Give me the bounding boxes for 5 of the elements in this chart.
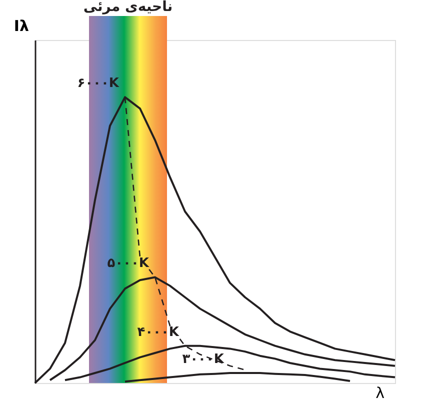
text: ناحیه‌ی مرئی: [83, 0, 173, 15]
y-axis-title: Iλ: [14, 17, 30, 35]
x-axis-title: λ: [376, 384, 385, 402]
series-label: ۵۰۰۰K: [107, 256, 150, 272]
series-label: ۳۰۰۰K: [182, 352, 225, 367]
